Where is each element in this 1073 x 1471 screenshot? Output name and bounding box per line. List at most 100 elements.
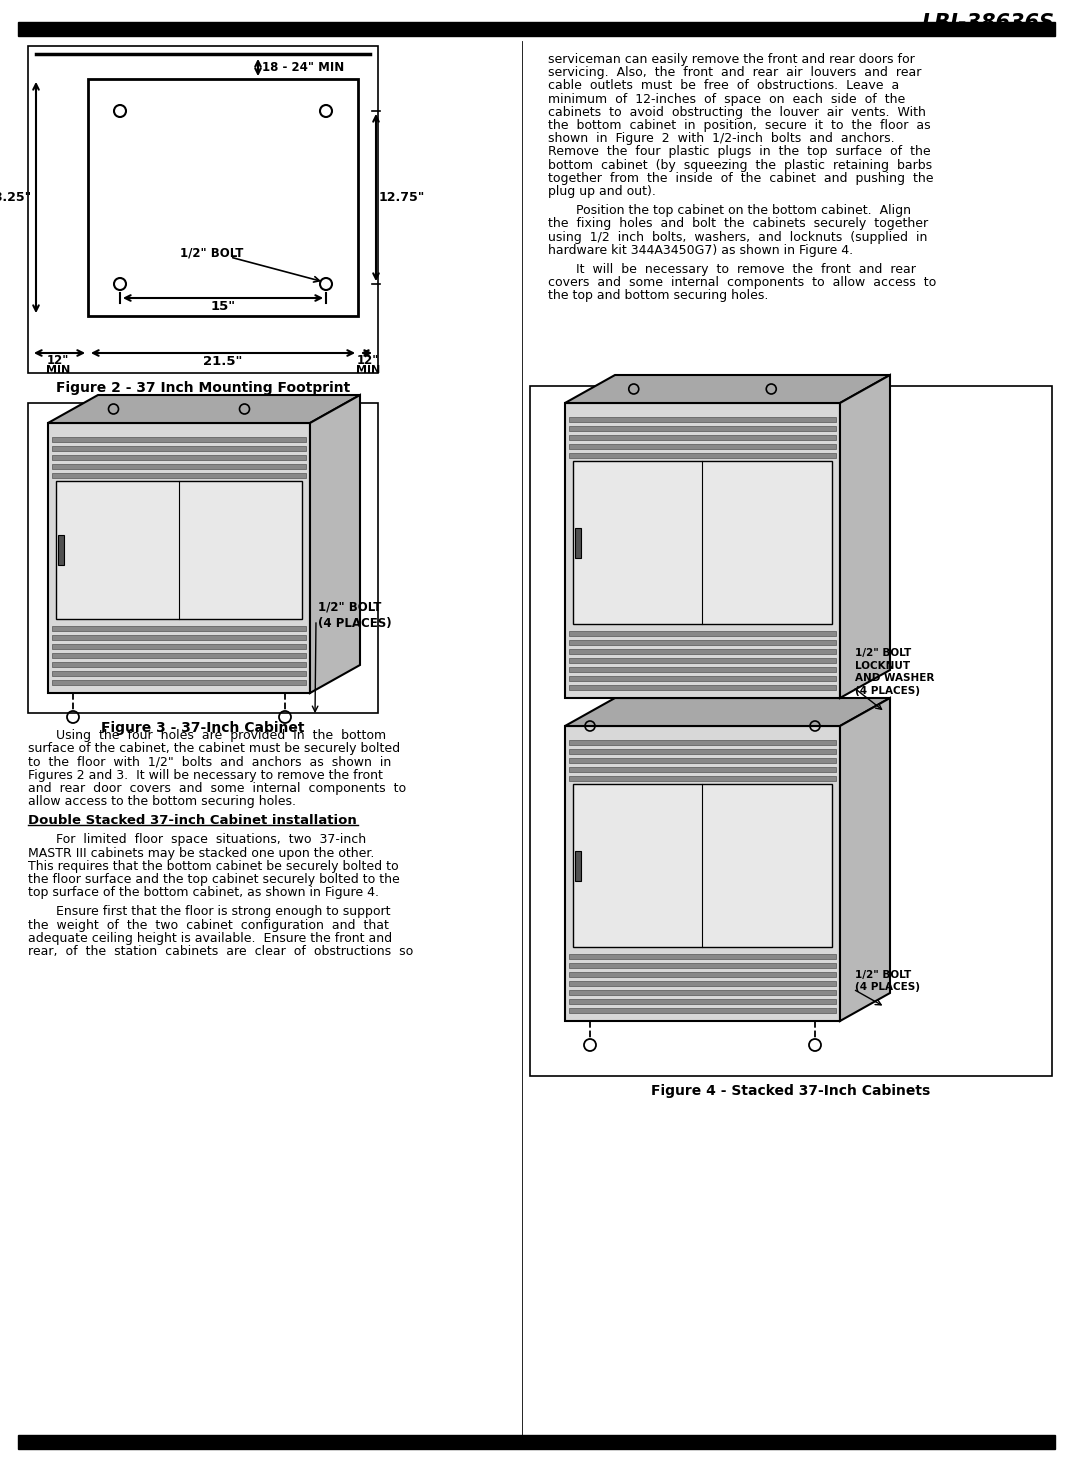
Bar <box>569 955 836 959</box>
Bar <box>52 653 306 658</box>
Text: cable  outlets  must  be  free  of  obstructions.  Leave  a: cable outlets must be free of obstructio… <box>548 79 899 93</box>
Bar <box>52 455 306 460</box>
Text: Figure 2 - 37 Inch Mounting Footprint: Figure 2 - 37 Inch Mounting Footprint <box>56 381 350 396</box>
Text: MIN: MIN <box>46 365 70 375</box>
Polygon shape <box>565 699 890 727</box>
Text: 1/2" BOLT
(4 PLACES): 1/2" BOLT (4 PLACES) <box>318 600 392 630</box>
Bar <box>569 766 836 772</box>
Bar <box>52 474 306 478</box>
Bar <box>569 999 836 1005</box>
Text: 12.75": 12.75" <box>379 191 425 204</box>
Text: servicing.  Also,  the  front  and  rear  air  louvers  and  rear: servicing. Also, the front and rear air … <box>548 66 922 79</box>
Text: Ensure first that the floor is strong enough to support: Ensure first that the floor is strong en… <box>56 905 391 918</box>
Bar <box>569 777 836 781</box>
Text: 18.25": 18.25" <box>0 191 32 204</box>
Polygon shape <box>840 699 890 1021</box>
Bar <box>18 1436 1055 1449</box>
Text: the floor surface and the top cabinet securely bolted to the: the floor surface and the top cabinet se… <box>28 872 400 886</box>
Bar <box>573 460 832 624</box>
Text: bottom  cabinet  (by  squeezing  the  plastic  retaining  barbs: bottom cabinet (by squeezing the plastic… <box>548 159 932 172</box>
Bar <box>569 990 836 994</box>
Bar <box>565 403 840 699</box>
Bar <box>569 640 836 644</box>
Bar <box>569 658 836 663</box>
Bar <box>52 644 306 649</box>
Text: hardware kit 344A3450G7) as shown in Figure 4.: hardware kit 344A3450G7) as shown in Fig… <box>548 244 853 257</box>
Text: This requires that the bottom cabinet be securely bolted to: This requires that the bottom cabinet be… <box>28 861 399 872</box>
Bar <box>569 444 836 449</box>
Bar <box>52 680 306 685</box>
Bar <box>575 528 580 558</box>
Text: Figures 2 and 3.  It will be necessary to remove the front: Figures 2 and 3. It will be necessary to… <box>28 769 383 781</box>
Text: For  limited  floor  space  situations,  two  37-inch: For limited floor space situations, two … <box>56 834 366 846</box>
Text: Figure 4 - Stacked 37-Inch Cabinets: Figure 4 - Stacked 37-Inch Cabinets <box>651 1084 930 1097</box>
Bar <box>28 403 378 713</box>
Bar <box>569 435 836 440</box>
Text: the top and bottom securing holes.: the top and bottom securing holes. <box>548 290 768 303</box>
Text: using  1/2  inch  bolts,  washers,  and  locknuts  (supplied  in: using 1/2 inch bolts, washers, and lockn… <box>548 231 927 244</box>
Polygon shape <box>565 375 890 403</box>
Bar <box>569 453 836 457</box>
Bar <box>530 385 1052 1075</box>
Bar <box>569 749 836 755</box>
Bar <box>569 685 836 690</box>
Bar <box>88 79 358 316</box>
Text: Using  the  four  holes  are  provided  in  the  bottom: Using the four holes are provided in the… <box>56 730 386 741</box>
Bar <box>569 666 836 672</box>
Text: adequate ceiling height is available.  Ensure the front and: adequate ceiling height is available. En… <box>28 931 392 944</box>
Polygon shape <box>310 396 361 693</box>
Bar <box>52 627 306 631</box>
Text: top surface of the bottom cabinet, as shown in Figure 4.: top surface of the bottom cabinet, as sh… <box>28 886 379 899</box>
Text: 12": 12" <box>47 355 69 366</box>
Text: LBI-38636S: LBI-38636S <box>922 13 1055 32</box>
Text: and  rear  door  covers  and  some  internal  components  to: and rear door covers and some internal c… <box>28 781 406 794</box>
Bar <box>569 427 836 431</box>
Text: 12": 12" <box>357 355 379 366</box>
Text: the  weight  of  the  two  cabinet  configuration  and  that: the weight of the two cabinet configurat… <box>28 918 388 931</box>
Bar <box>575 850 580 881</box>
Bar <box>569 758 836 763</box>
Text: minimum  of  12-inches  of  space  on  each  side  of  the: minimum of 12-inches of space on each si… <box>548 93 906 106</box>
Bar <box>569 740 836 744</box>
Text: It  will  be  necessary  to  remove  the  front  and  rear: It will be necessary to remove the front… <box>576 263 916 277</box>
Text: 1/2" BOLT
(4 PLACES): 1/2" BOLT (4 PLACES) <box>855 969 920 993</box>
Text: the  fixing  holes  and  bolt  the  cabinets  securely  together: the fixing holes and bolt the cabinets s… <box>548 218 928 231</box>
Text: 1/2" BOLT
LOCKNUT
AND WASHER
(4 PLACES): 1/2" BOLT LOCKNUT AND WASHER (4 PLACES) <box>855 649 935 696</box>
Bar <box>52 446 306 452</box>
Bar <box>18 22 1055 35</box>
Text: cabinets  to  avoid  obstructing  the  louver  air  vents.  With: cabinets to avoid obstructing the louver… <box>548 106 926 119</box>
Bar <box>52 635 306 640</box>
Bar <box>52 662 306 666</box>
Bar <box>569 416 836 422</box>
Text: Position the top cabinet on the bottom cabinet.  Align: Position the top cabinet on the bottom c… <box>576 204 911 218</box>
Text: 18 - 24" MIN: 18 - 24" MIN <box>262 60 344 74</box>
Text: rear,  of  the  station  cabinets  are  clear  of  obstructions  so: rear, of the station cabinets are clear … <box>28 944 413 958</box>
Polygon shape <box>840 375 890 699</box>
Text: 11: 11 <box>1034 1439 1055 1453</box>
Text: Figure 3 - 37-Inch Cabinet: Figure 3 - 37-Inch Cabinet <box>101 721 305 736</box>
Text: surface of the cabinet, the cabinet must be securely bolted: surface of the cabinet, the cabinet must… <box>28 743 400 755</box>
Bar <box>569 964 836 968</box>
Text: 21.5": 21.5" <box>203 355 242 368</box>
Bar <box>52 671 306 677</box>
Text: to  the  floor  with  1/2"  bolts  and  anchors  as  shown  in: to the floor with 1/2" bolts and anchors… <box>28 756 392 768</box>
Bar <box>569 981 836 986</box>
Bar <box>573 784 832 947</box>
Text: MASTR III cabinets may be stacked one upon the other.: MASTR III cabinets may be stacked one up… <box>28 847 374 859</box>
Bar <box>569 631 836 635</box>
Polygon shape <box>48 396 361 424</box>
Text: the  bottom  cabinet  in  position,  secure  it  to  the  floor  as: the bottom cabinet in position, secure i… <box>548 119 930 132</box>
Text: 1/2" BOLT: 1/2" BOLT <box>180 247 244 259</box>
Text: 15": 15" <box>210 300 236 313</box>
Bar <box>58 535 64 565</box>
Text: serviceman can easily remove the front and rear doors for: serviceman can easily remove the front a… <box>548 53 915 66</box>
Text: Double Stacked 37-inch Cabinet installation: Double Stacked 37-inch Cabinet installat… <box>28 815 356 827</box>
Bar <box>56 481 302 619</box>
Bar <box>569 677 836 681</box>
Text: Remove  the  four  plastic  plugs  in  the  top  surface  of  the: Remove the four plastic plugs in the top… <box>548 146 930 159</box>
Bar <box>569 649 836 655</box>
Text: together  from  the  inside  of  the  cabinet  and  pushing  the: together from the inside of the cabinet … <box>548 172 934 185</box>
Bar <box>569 972 836 977</box>
Text: covers  and  some  internal  components  to  allow  access  to: covers and some internal components to a… <box>548 277 937 290</box>
Text: shown  in  Figure  2  with  1/2-inch  bolts  and  anchors.: shown in Figure 2 with 1/2-inch bolts an… <box>548 132 895 146</box>
